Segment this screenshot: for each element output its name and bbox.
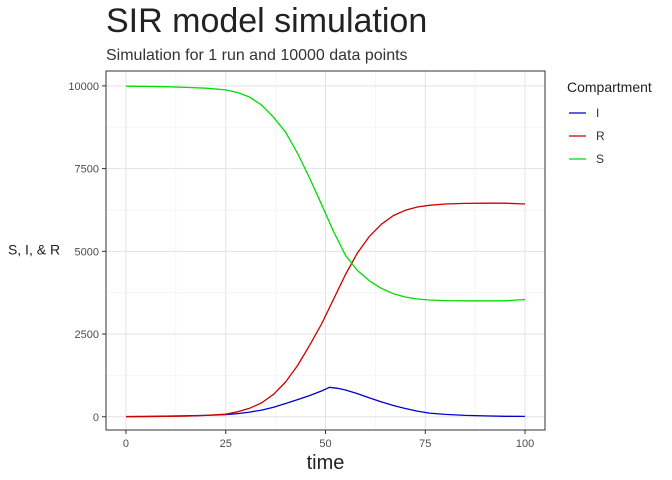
- series-line-r: [125, 202, 526, 418]
- y-tick-label: 0: [93, 412, 99, 424]
- grid-layer: [106, 71, 545, 430]
- y-axis-title: S, I, & R: [8, 242, 60, 258]
- x-tick-label: 75: [419, 438, 431, 450]
- legend-label-i: I: [596, 106, 599, 120]
- series-line-s: [125, 85, 526, 302]
- legend-title: Compartment: [567, 79, 652, 95]
- x-tick-label: 25: [220, 438, 232, 450]
- x-tick-label: 100: [516, 438, 534, 450]
- legend-label-s: S: [596, 152, 604, 166]
- legend-label-r: R: [596, 129, 605, 143]
- chart-subtitle: Simulation for 1 run and 10000 data poin…: [106, 47, 408, 64]
- y-tick-label: 5000: [75, 246, 99, 258]
- y-tick-label: 2500: [75, 329, 99, 341]
- x-axis-title: time: [307, 452, 345, 474]
- x-tick-label: 0: [123, 438, 129, 450]
- axis-layer: 0 25 50 75 100 0 2500 5000 7500 10000: [68, 81, 534, 450]
- y-tick-label: 7500: [75, 164, 99, 176]
- chart-title: SIR model simulation: [106, 2, 428, 40]
- series-layer: [125, 85, 526, 418]
- y-tick-label: 10000: [68, 81, 99, 93]
- legend: Compartment IRS: [567, 79, 652, 166]
- x-tick-label: 50: [319, 438, 331, 450]
